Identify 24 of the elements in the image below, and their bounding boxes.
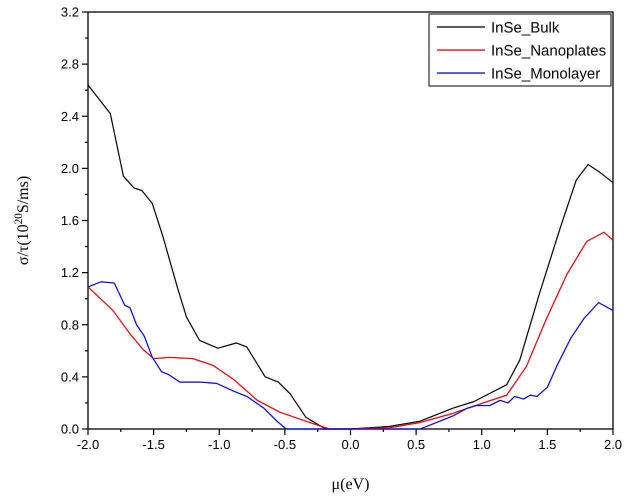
y-tick-label: 0.0 <box>60 422 79 437</box>
x-tick-label: -0.5 <box>274 437 296 452</box>
x-tick-label: 2.0 <box>604 437 622 452</box>
x-tick-label: -1.0 <box>208 437 230 452</box>
legend-label: InSe_Monolayer <box>491 65 600 82</box>
y-tick-label: 2.0 <box>60 160 79 176</box>
legend-label: InSe_Nanoplates <box>491 42 606 60</box>
x-tick-label: 1.5 <box>538 437 556 452</box>
x-tick-label: 0.0 <box>341 437 360 452</box>
y-tick-label: 1.2 <box>60 265 79 280</box>
y-tick-label: 3.2 <box>60 4 79 20</box>
line-series <box>87 281 614 430</box>
line-series <box>87 232 614 430</box>
y-tick-label: 0.8 <box>60 317 79 332</box>
x-tick-label: 1.0 <box>472 437 491 452</box>
x-tick-label: 0.5 <box>407 437 426 452</box>
y-tick-label: 0.4 <box>60 369 79 384</box>
x-axis-title: μ(eV) <box>332 476 370 493</box>
x-tick-label: -2.0 <box>76 437 100 452</box>
y-tick-label: 1.6 <box>60 213 79 228</box>
y-tick-label: 2.4 <box>60 108 79 124</box>
x-tick-label: -1.5 <box>142 437 165 452</box>
y-tick-label: 2.8 <box>60 56 79 72</box>
legend-label: InSe_Bulk <box>491 19 560 36</box>
